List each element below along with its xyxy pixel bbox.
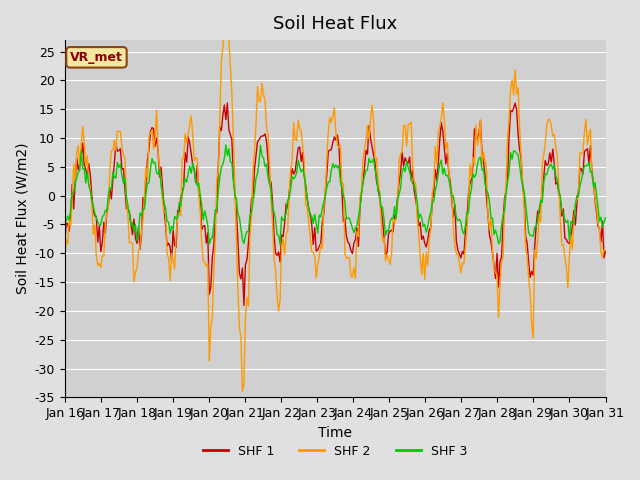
SHF 2 — [252, 121, 260, 127]
SHF 2 — [602, 248, 609, 253]
SHF 3 — [223, 153, 231, 158]
SHF 1 — [299, 150, 307, 156]
SHF 1 — [511, 100, 519, 106]
Line: SHF 3: SHF 3 — [65, 145, 605, 244]
Legend: SHF 1, SHF 2, SHF 3: SHF 1, SHF 2, SHF 3 — [198, 440, 472, 463]
SHF 1 — [222, 117, 230, 122]
SHF 3 — [602, 215, 609, 221]
X-axis label: Time: Time — [318, 426, 352, 440]
Text: VR_met: VR_met — [70, 51, 123, 64]
SHF 2 — [127, 240, 135, 245]
SHF 1 — [61, 242, 68, 248]
SHF 2 — [575, 193, 582, 199]
Title: Soil Heat Flux: Soil Heat Flux — [273, 15, 397, 33]
SHF 1 — [602, 248, 609, 253]
SHF 2 — [223, 15, 231, 21]
SHF 2 — [239, 388, 246, 394]
SHF 3 — [61, 217, 68, 223]
Line: SHF 2: SHF 2 — [65, 18, 605, 391]
Line: SHF 1: SHF 1 — [65, 103, 605, 305]
SHF 2 — [221, 15, 228, 21]
SHF 1 — [240, 302, 248, 308]
SHF 3 — [300, 172, 308, 178]
SHF 1 — [127, 221, 135, 227]
SHF 2 — [243, 295, 251, 300]
SHF 1 — [241, 262, 249, 267]
SHF 1 — [575, 189, 582, 194]
SHF 2 — [61, 254, 68, 260]
SHF 2 — [300, 158, 308, 164]
SHF 3 — [575, 193, 582, 199]
SHF 1 — [251, 167, 259, 172]
SHF 3 — [127, 222, 135, 228]
SHF 3 — [222, 142, 230, 148]
SHF 3 — [241, 233, 249, 239]
Y-axis label: Soil Heat Flux (W/m2): Soil Heat Flux (W/m2) — [15, 143, 29, 294]
SHF 3 — [276, 241, 284, 247]
SHF 3 — [251, 189, 259, 195]
